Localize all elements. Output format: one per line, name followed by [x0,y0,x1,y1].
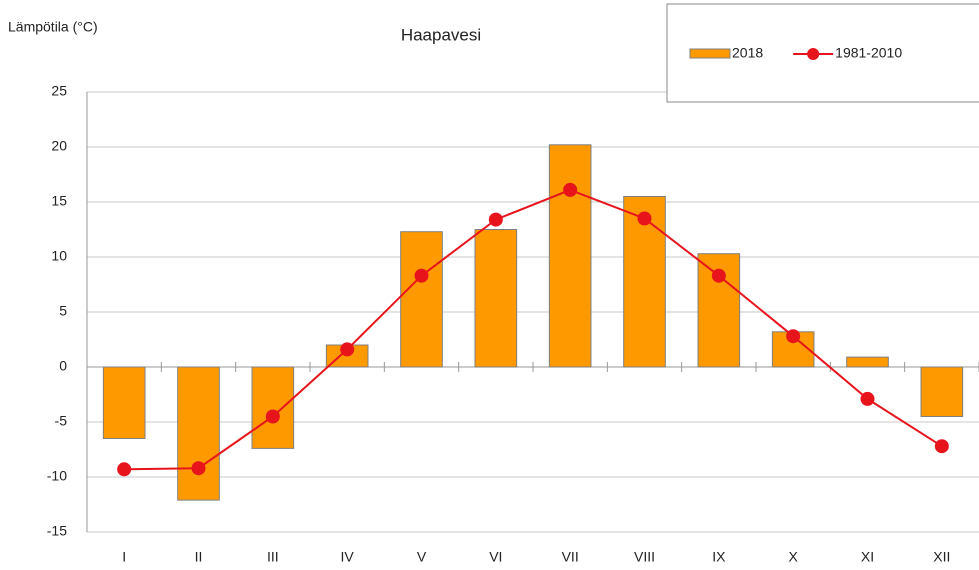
bar [771,331,815,368]
bar [548,144,592,368]
point [488,212,503,227]
x-tick-label: IV [341,549,355,565]
legend-swatch [689,48,731,59]
y-tick-label: -5 [55,413,68,429]
x-tick-label: II [195,549,203,565]
line [124,188,943,471]
point [711,268,726,283]
legend-swatch [807,48,820,60]
y-axis-label: Lämpötila (°C) [8,19,98,35]
x-tick-label: IX [712,549,726,565]
y-tick-label: 15 [51,193,67,209]
y-tick-label: 10 [51,248,67,264]
y-tick-label: 25 [51,83,67,99]
y-tick-label: 20 [51,138,67,154]
x-tick-label: V [417,549,427,565]
y-tick-label: 0 [59,358,67,374]
bar [920,366,964,417]
point [191,461,206,476]
bar [474,229,518,368]
legend-label: 1981-2010 [835,45,902,61]
x-tick-label: VI [489,549,502,565]
point [563,182,578,197]
y-tick-label: -10 [47,468,67,484]
x-tick-label: VIII [634,549,655,565]
bar [846,356,889,368]
x-tick-label: XI [861,549,874,565]
chart-title: Haapavesi [401,25,481,44]
point [265,409,280,424]
point [934,439,949,454]
bar [177,366,220,501]
x-tick-label: XII [933,549,950,565]
bar [251,366,295,449]
x-tick-label: VII [562,549,579,565]
legend-label: 2018 [732,45,763,61]
point [786,329,801,344]
point [414,268,429,283]
bar [102,366,146,439]
point [340,342,355,357]
point [637,211,652,226]
bar [400,231,443,368]
point [117,462,132,477]
point [860,391,875,406]
x-tick-label: X [788,549,798,565]
y-tick-label: -15 [47,523,67,539]
x-tick-label: I [122,549,126,565]
x-tick-label: III [267,549,279,565]
y-tick-label: 5 [59,303,67,319]
